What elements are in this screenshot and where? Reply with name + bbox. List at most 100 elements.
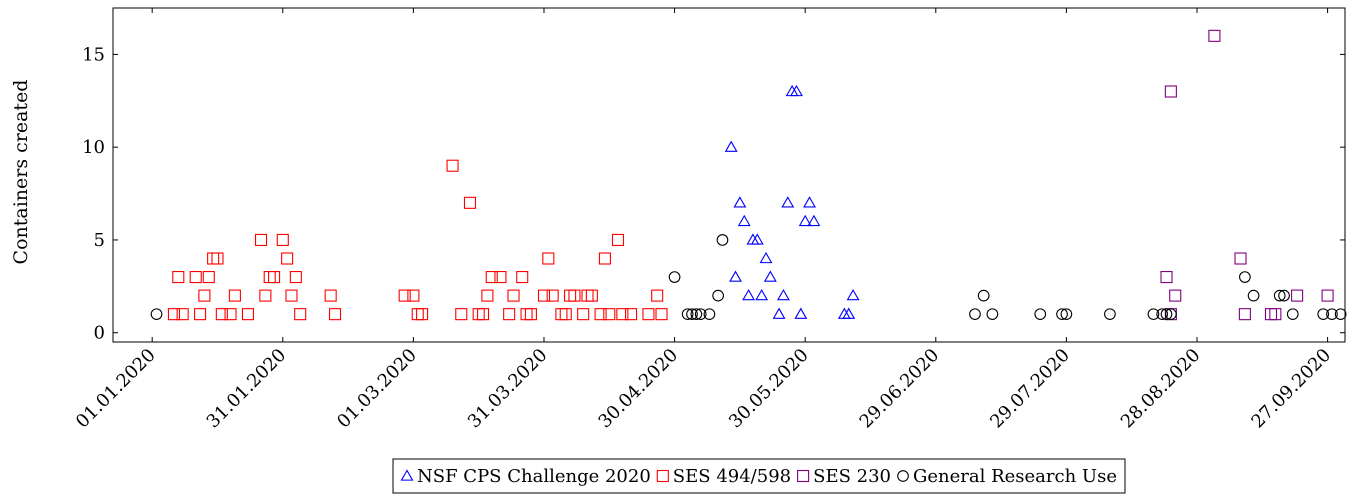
data-point — [494, 271, 507, 284]
data-point — [463, 196, 477, 209]
data-point — [1165, 308, 1177, 321]
data-point — [568, 289, 581, 302]
data-point — [1208, 29, 1221, 42]
plot-frame — [112, 7, 1346, 343]
data-point — [416, 308, 429, 321]
data-point — [289, 271, 302, 284]
data-point — [285, 289, 298, 302]
data-point — [716, 234, 729, 246]
data-point — [211, 252, 224, 265]
legend-marker — [797, 469, 810, 483]
data-point — [694, 308, 707, 321]
series-3 — [150, 234, 1347, 321]
data-point — [507, 289, 520, 302]
data-point — [737, 214, 751, 227]
data-point — [733, 196, 747, 208]
data-point — [241, 308, 255, 321]
data-point — [759, 251, 773, 264]
data-point — [1056, 308, 1068, 321]
y-tick-label: 0 — [94, 323, 105, 344]
data-point — [729, 270, 742, 282]
data-point — [1060, 308, 1073, 321]
data-series — [150, 29, 1347, 321]
data-point — [524, 308, 537, 321]
data-point — [263, 271, 276, 284]
data-point — [1234, 252, 1247, 265]
data-point — [755, 289, 769, 301]
data-point — [1156, 308, 1169, 321]
data-point — [712, 289, 724, 302]
data-point — [781, 196, 795, 208]
data-point — [1160, 271, 1173, 284]
legend-marker — [897, 470, 909, 482]
y-tick-label: 15 — [82, 44, 105, 65]
data-point — [207, 252, 220, 265]
data-point — [1247, 289, 1260, 302]
data-point — [986, 308, 999, 321]
data-point — [520, 308, 533, 321]
data-point — [1273, 289, 1286, 302]
data-point — [503, 308, 516, 321]
legend-marker — [400, 469, 414, 481]
data-point — [1269, 308, 1282, 321]
data-point — [228, 289, 241, 302]
data-point — [798, 214, 812, 227]
data-point — [202, 271, 215, 284]
data-point — [1238, 308, 1251, 321]
data-point — [668, 271, 681, 283]
legend-label: SES 230 — [813, 466, 891, 487]
legend-label: SES 494/598 — [673, 466, 791, 487]
data-point — [411, 308, 424, 321]
data-point — [455, 308, 468, 321]
data-point — [803, 196, 816, 208]
x-tick-label: 29.07.2020 — [986, 345, 1074, 433]
x-tick-label: 31.03.2020 — [464, 345, 552, 433]
data-point — [686, 308, 698, 321]
data-point — [681, 308, 694, 321]
data-point — [224, 308, 237, 321]
x-tick-label: 29.06.2020 — [856, 345, 944, 433]
data-point — [254, 233, 268, 246]
data-point — [1317, 308, 1330, 321]
data-point — [1326, 308, 1338, 321]
data-point — [651, 289, 664, 302]
data-point — [398, 289, 411, 302]
data-point — [189, 271, 202, 284]
data-point — [564, 289, 577, 302]
data-point — [1334, 308, 1347, 321]
data-point — [259, 289, 272, 302]
data-point — [763, 270, 777, 282]
y-axis-title: Containers created — [10, 80, 32, 265]
data-point — [294, 308, 307, 321]
data-point — [172, 271, 185, 284]
data-point — [281, 252, 294, 265]
data-point — [598, 252, 611, 265]
data-point — [1034, 308, 1047, 321]
data-point — [690, 308, 703, 321]
y-axis-ticks: 0 5 10 15 — [82, 44, 1345, 344]
data-point — [603, 308, 616, 321]
x-tick-label: 30.05.2020 — [725, 345, 813, 433]
series-2 — [1160, 29, 1334, 321]
data-point — [542, 252, 555, 265]
data-point — [742, 289, 756, 301]
data-point — [750, 233, 764, 245]
data-point — [594, 308, 607, 321]
data-point — [194, 308, 207, 321]
data-point — [150, 308, 163, 321]
data-point — [846, 289, 860, 301]
legend-item: SES 494/598 — [656, 466, 791, 487]
data-point — [476, 308, 490, 321]
data-point — [481, 289, 494, 302]
data-point — [446, 159, 459, 172]
data-point — [167, 308, 180, 321]
data-point — [1160, 308, 1173, 321]
data-point — [1104, 308, 1116, 321]
data-point — [215, 308, 228, 321]
legend-box — [392, 458, 1126, 494]
legend-marker — [656, 469, 669, 483]
data-point — [790, 84, 803, 97]
data-point — [485, 271, 498, 284]
legend-item: SES 230 — [797, 466, 891, 487]
